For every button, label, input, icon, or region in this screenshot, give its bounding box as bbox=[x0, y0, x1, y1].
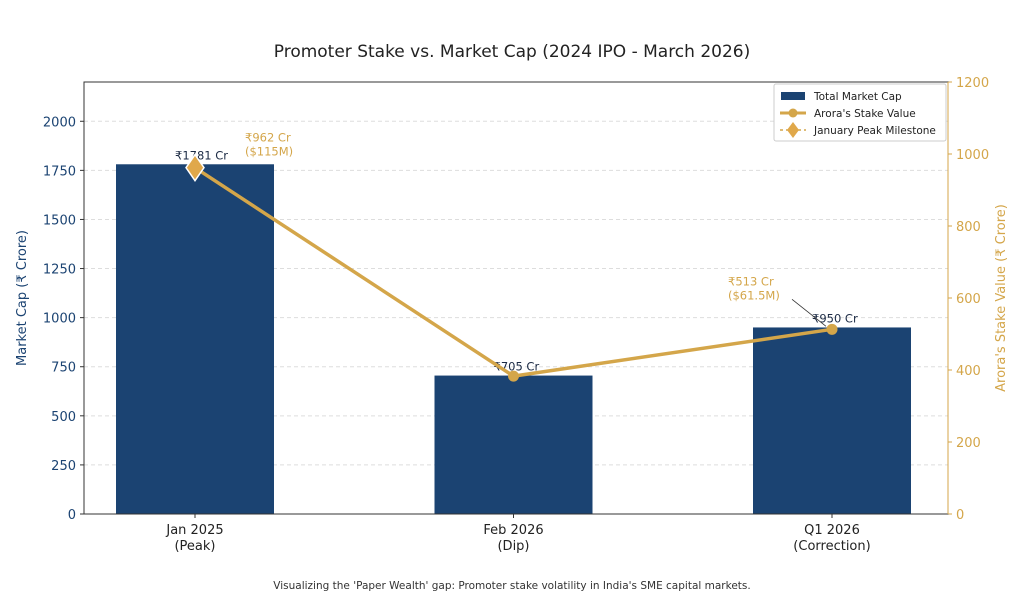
stake-point bbox=[508, 370, 519, 382]
legend bbox=[773, 83, 947, 142]
y-left-tick-label: 250 bbox=[51, 459, 76, 474]
y-right-tick-label: 800 bbox=[956, 220, 981, 235]
y-right-tick-label: 400 bbox=[956, 364, 981, 379]
y-right-tick-label: 200 bbox=[956, 436, 981, 451]
y-left-tick-label: 1000 bbox=[43, 312, 76, 327]
stake-point bbox=[826, 323, 838, 335]
chart-title: Promoter Stake vs. Market Cap (2024 IPO … bbox=[274, 42, 750, 62]
y-left-tick-label: 0 bbox=[68, 508, 76, 523]
stake-label: ₹513 Cr ($61.5M) bbox=[728, 274, 780, 302]
y-left-axis-label: Market Cap (₹ Crore) bbox=[15, 230, 30, 366]
y-right-tick-label: 1200 bbox=[956, 76, 989, 91]
y-right-tick-label: 1000 bbox=[956, 148, 989, 163]
milestone-diamond-marker bbox=[185, 153, 205, 182]
legend-label: Arora's Stake Value bbox=[814, 108, 916, 120]
bar-market-cap bbox=[434, 375, 593, 514]
y-right-axis-label: Arora's Stake Value (₹ Crore) bbox=[994, 204, 1009, 392]
x-tick-label: Q1 2026 (Correction) bbox=[793, 523, 870, 554]
y-left-tick-label: 1500 bbox=[43, 213, 76, 228]
y-left-tick-label: 2000 bbox=[43, 115, 76, 130]
y-right-tick-label: 600 bbox=[956, 292, 981, 307]
x-tick-label: Feb 2026 (Dip) bbox=[483, 523, 543, 554]
x-tick-label: Jan 2025 (Peak) bbox=[165, 523, 223, 554]
annotation-arrow bbox=[791, 299, 827, 327]
bar-market-cap bbox=[116, 164, 274, 514]
y-right-tick-label: 0 bbox=[956, 508, 964, 523]
legend-label: January Peak Milestone bbox=[813, 125, 936, 137]
stake-line bbox=[194, 166, 833, 378]
bar-data-label: ₹950 Cr bbox=[812, 311, 858, 325]
legend-swatch-stake-marker bbox=[788, 108, 798, 118]
chart-caption: Visualizing the 'Paper Wealth' gap: Prom… bbox=[273, 580, 750, 592]
y-left-tick-label: 1250 bbox=[43, 263, 76, 278]
y-left-tick-label: 500 bbox=[51, 410, 76, 425]
stake-label: ₹962 Cr ($115M) bbox=[245, 131, 293, 159]
y-left-tick-label: 1750 bbox=[43, 164, 76, 179]
legend-swatch-milestone-marker bbox=[787, 122, 799, 138]
bar-market-cap bbox=[753, 327, 911, 514]
legend-swatch-market-cap bbox=[781, 92, 805, 100]
y-left-tick-label: 750 bbox=[51, 361, 76, 376]
legend-label: Total Market Cap bbox=[813, 91, 902, 103]
bar-data-label: ₹1781 Cr bbox=[175, 148, 228, 162]
